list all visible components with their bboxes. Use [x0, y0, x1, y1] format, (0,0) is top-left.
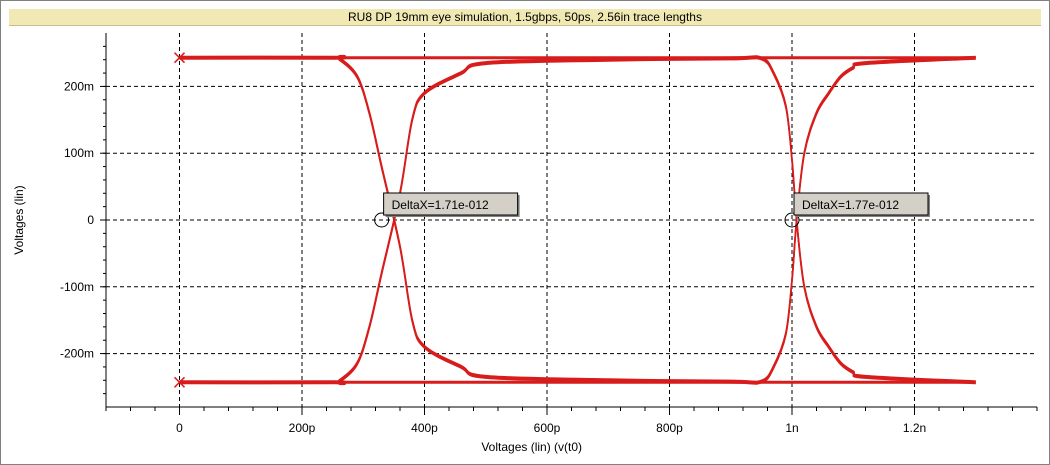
x-tick-label: 1n — [785, 421, 798, 435]
y-tick-label: 100m — [64, 146, 94, 160]
y-tick-label: -100m — [60, 280, 94, 294]
delta-label-box — [793, 192, 929, 216]
axes: 0 200p 400p 600p 800p 1n 1.2n 200m 100m 0 -100m -20… — [60, 33, 1038, 435]
x-tick-label: 1.2n — [903, 421, 926, 435]
chart-title: RU8 DP 19mm eye simulation, 1.5gbps, 50p… — [9, 9, 1041, 26]
y-tick-label: 200m — [64, 79, 94, 93]
x-tick-label: 800p — [656, 421, 683, 435]
delta-label-text: DeltaX=1.71e-012 — [392, 198, 489, 212]
crossing-marker[interactable] — [374, 212, 390, 228]
start-marker — [173, 376, 186, 388]
trace-layer — [173, 52, 976, 388]
x-tick-label: 600p — [534, 421, 561, 435]
crossing-marker[interactable] — [784, 212, 800, 228]
y-tick-label: 0 — [87, 213, 94, 227]
x-tick-label: 200p — [289, 421, 316, 435]
trace-series-1 — [179, 57, 976, 386]
start-marker — [173, 52, 186, 64]
delta-label[interactable]: DeltaX=1.71e-012 — [383, 192, 520, 217]
y-axis-label: Voltages (lin) — [12, 185, 26, 254]
delta-label-text: DeltaX=1.77e-012 — [802, 198, 899, 212]
y-tick-label: -200m — [60, 347, 94, 361]
x-tick-label: 400p — [411, 421, 438, 435]
annotation-layer: DeltaX=1.71e-012 DeltaX=1.77e-012 — [374, 192, 930, 228]
x-tick-label: 0 — [176, 421, 183, 435]
grid — [106, 33, 1037, 407]
delta-label[interactable]: DeltaX=1.77e-012 — [793, 192, 930, 217]
x-axis-label: Voltages (lin) (v(t0) — [481, 440, 582, 454]
delta-label-box — [383, 192, 519, 216]
